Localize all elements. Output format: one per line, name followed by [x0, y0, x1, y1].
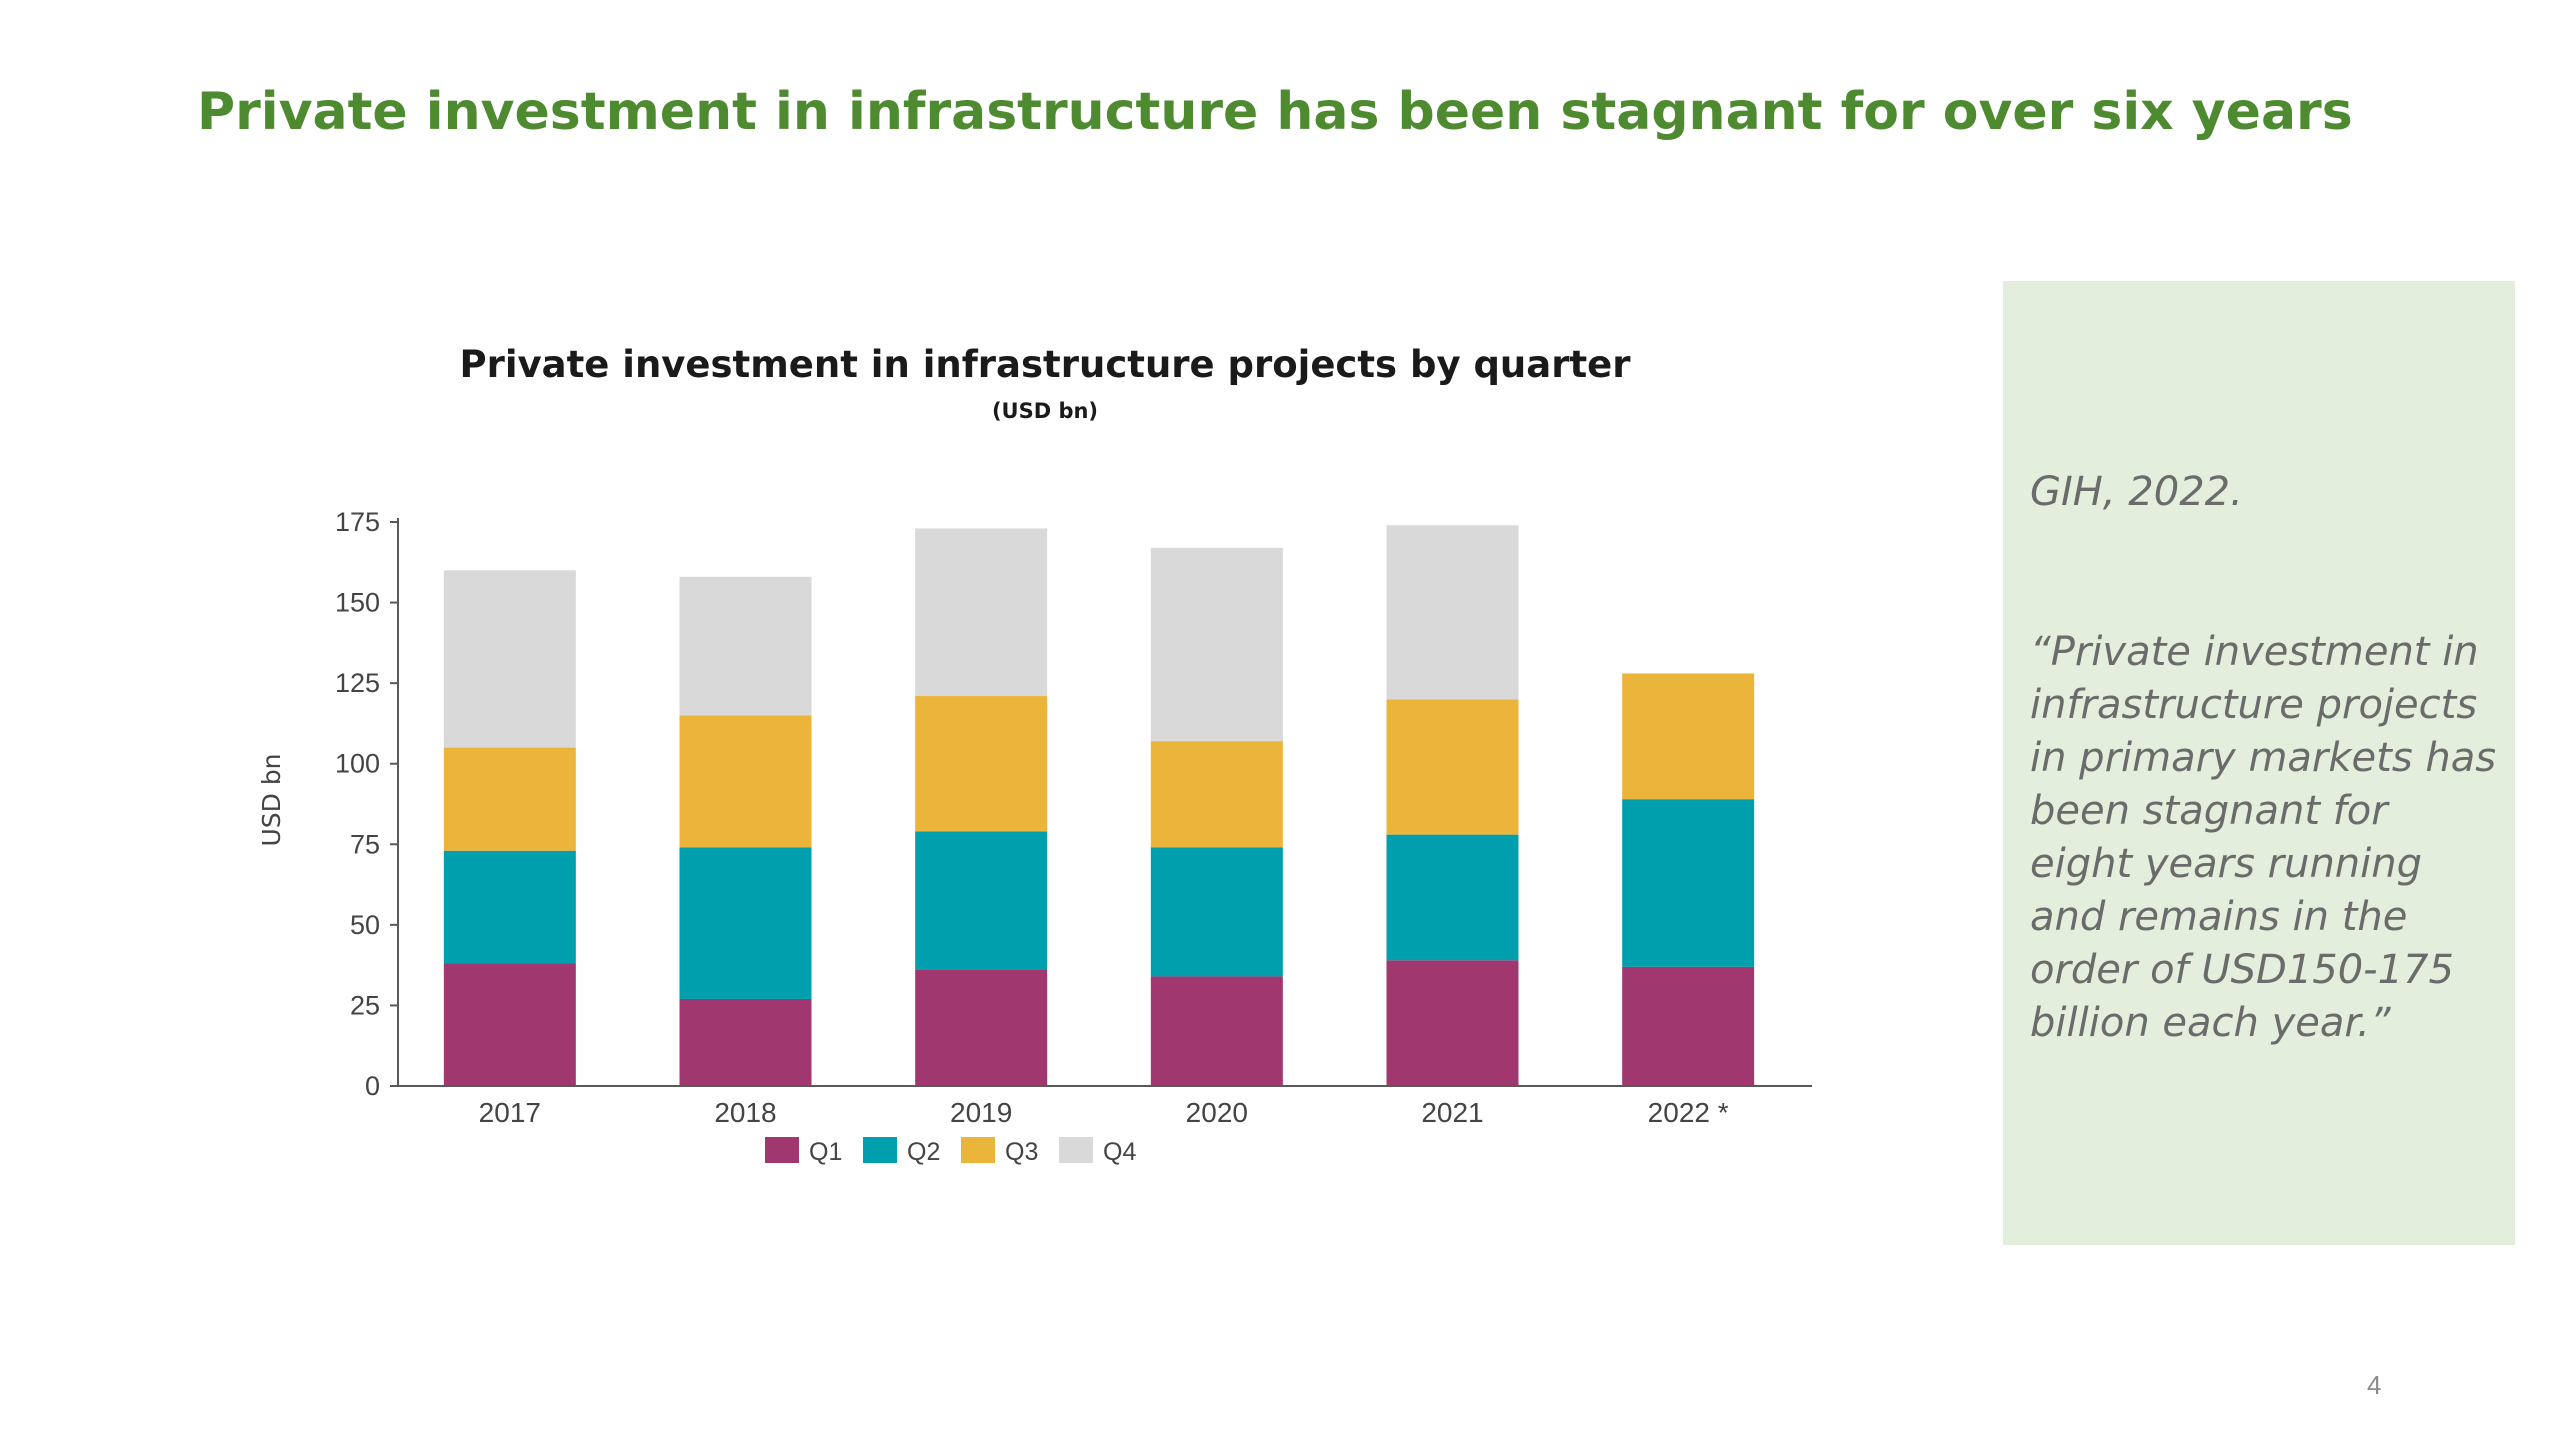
y-axis-label: USD bn: [257, 753, 286, 846]
bar-q1-2018: [679, 998, 812, 1086]
bar-q3-2020: [1150, 741, 1283, 848]
bar-q4-2017: [443, 570, 576, 748]
bar-q3-2018: [679, 715, 812, 848]
chart: Private investment in infrastructure pro…: [230, 330, 1850, 1210]
x-tick-label: 2021: [1421, 1097, 1483, 1128]
legend-swatch-q2: [863, 1137, 897, 1163]
bar-q2-2019: [915, 831, 1048, 970]
bar-q1-2019: [915, 969, 1048, 1086]
chart-svg: Private investment in infrastructure pro…: [257, 343, 1812, 1166]
bar-q3-2019: [915, 696, 1048, 832]
bar-q3-2022: [1622, 673, 1755, 800]
x-tick-label: 2022 *: [1648, 1097, 1729, 1128]
bar-q2-2021: [1386, 834, 1519, 961]
y-tick-label: 150: [335, 588, 380, 618]
chart-title: Private investment in infrastructure pro…: [459, 343, 1631, 386]
bar-q1-2020: [1150, 976, 1283, 1086]
y-tick-label: 50: [350, 910, 380, 940]
bar-q1-2021: [1386, 960, 1519, 1086]
quote-source: GIH, 2022.: [2030, 469, 2243, 515]
bar-q3-2017: [443, 747, 576, 851]
quote-box: GIH, 2022. “Private investment in infras…: [2003, 281, 2515, 1245]
bar-q2-2020: [1150, 847, 1283, 977]
y-tick-label: 0: [365, 1071, 380, 1101]
legend-label-q1: Q1: [809, 1138, 842, 1166]
legend-swatch-q3: [961, 1137, 995, 1163]
y-tick-label: 75: [350, 829, 380, 859]
x-tick-label: 2020: [1186, 1097, 1248, 1128]
slide-title: Private investment in infrastructure has…: [197, 82, 2353, 142]
bar-q4-2018: [679, 576, 812, 716]
y-tick-label: 175: [335, 507, 380, 537]
bar-q4-2020: [1150, 547, 1283, 742]
page-number: 4: [2367, 1370, 2382, 1400]
bar-q4-2021: [1386, 525, 1519, 700]
chart-subtitle: (USD bn): [992, 399, 1098, 423]
bar-q1-2017: [443, 963, 576, 1086]
legend-label-q2: Q2: [907, 1138, 940, 1166]
legend-label-q3: Q3: [1005, 1138, 1038, 1166]
x-tick-label: 2017: [479, 1097, 541, 1128]
bar-q2-2022: [1622, 799, 1755, 967]
bar-q3-2021: [1386, 699, 1519, 835]
bar-q4-2019: [915, 528, 1048, 697]
legend-swatch-q4: [1059, 1137, 1093, 1163]
x-tick-label: 2019: [950, 1097, 1012, 1128]
y-tick-label: 25: [350, 990, 380, 1020]
bar-q2-2018: [679, 847, 812, 999]
y-tick-label: 125: [335, 668, 380, 698]
y-tick-label: 100: [335, 749, 380, 779]
x-tick-label: 2018: [714, 1097, 776, 1128]
quote-text: “Private investment in infrastructure pr…: [2030, 629, 2497, 1046]
legend-label-q4: Q4: [1103, 1138, 1136, 1166]
legend-swatch-q1: [765, 1137, 799, 1163]
bar-q1-2022: [1622, 966, 1755, 1086]
bar-q2-2017: [443, 850, 576, 964]
